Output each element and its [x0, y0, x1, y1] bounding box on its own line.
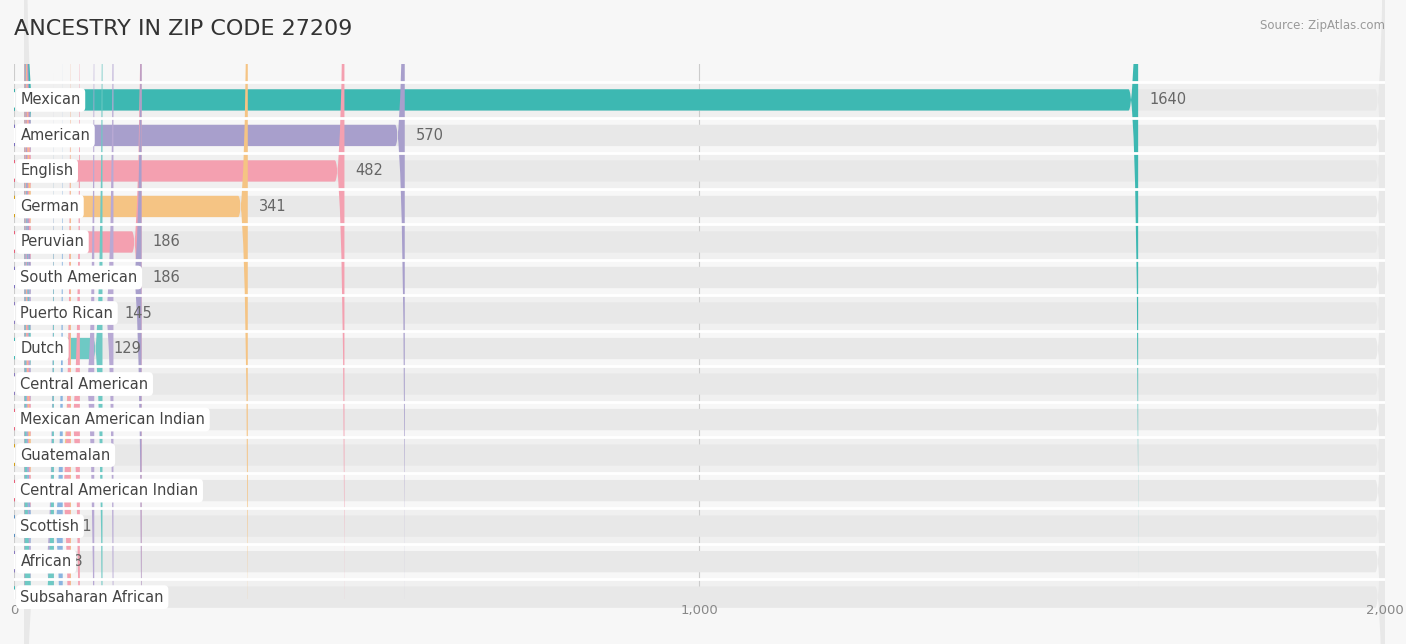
FancyBboxPatch shape: [25, 0, 1385, 644]
Text: 145: 145: [124, 305, 152, 321]
FancyBboxPatch shape: [25, 3, 1385, 644]
FancyBboxPatch shape: [25, 0, 1385, 623]
FancyBboxPatch shape: [25, 0, 405, 623]
FancyBboxPatch shape: [25, 3, 70, 644]
Text: 482: 482: [356, 164, 384, 178]
Text: Guatemalan: Guatemalan: [21, 448, 111, 462]
FancyBboxPatch shape: [25, 38, 1385, 644]
FancyBboxPatch shape: [25, 0, 1385, 644]
FancyBboxPatch shape: [14, 189, 1385, 224]
FancyBboxPatch shape: [25, 74, 1385, 644]
FancyBboxPatch shape: [25, 0, 1385, 644]
FancyBboxPatch shape: [25, 0, 1385, 644]
Text: German: German: [21, 199, 79, 214]
FancyBboxPatch shape: [25, 0, 142, 644]
Text: 186: 186: [152, 270, 180, 285]
Text: South American: South American: [21, 270, 138, 285]
FancyBboxPatch shape: [25, 0, 103, 644]
FancyBboxPatch shape: [25, 0, 142, 644]
Text: English: English: [21, 164, 73, 178]
FancyBboxPatch shape: [25, 0, 247, 644]
Text: 117: 117: [105, 377, 134, 392]
Text: Central American Indian: Central American Indian: [21, 483, 198, 498]
Text: 58: 58: [65, 590, 83, 605]
Text: 82: 82: [82, 483, 100, 498]
Text: American: American: [21, 128, 90, 143]
FancyBboxPatch shape: [14, 260, 1385, 295]
FancyBboxPatch shape: [25, 109, 53, 644]
Text: Dutch: Dutch: [21, 341, 65, 356]
FancyBboxPatch shape: [25, 0, 1139, 588]
FancyBboxPatch shape: [25, 74, 53, 644]
Text: 341: 341: [259, 199, 287, 214]
FancyBboxPatch shape: [14, 295, 1385, 331]
FancyBboxPatch shape: [14, 402, 1385, 437]
Text: Mexican: Mexican: [21, 93, 82, 108]
Text: Source: ZipAtlas.com: Source: ZipAtlas.com: [1260, 19, 1385, 32]
Text: African: African: [21, 554, 72, 569]
FancyBboxPatch shape: [14, 118, 1385, 153]
FancyBboxPatch shape: [25, 0, 1385, 588]
FancyBboxPatch shape: [14, 153, 1385, 189]
FancyBboxPatch shape: [25, 0, 1385, 644]
FancyBboxPatch shape: [14, 331, 1385, 366]
FancyBboxPatch shape: [25, 109, 1385, 644]
FancyBboxPatch shape: [25, 0, 114, 644]
FancyBboxPatch shape: [14, 224, 1385, 260]
FancyBboxPatch shape: [25, 0, 1385, 644]
FancyBboxPatch shape: [25, 38, 63, 644]
FancyBboxPatch shape: [14, 580, 1385, 615]
Text: Mexican American Indian: Mexican American Indian: [21, 412, 205, 427]
FancyBboxPatch shape: [25, 0, 344, 644]
Text: 96: 96: [91, 412, 110, 427]
FancyBboxPatch shape: [14, 473, 1385, 508]
Text: 83: 83: [82, 448, 100, 462]
FancyBboxPatch shape: [14, 366, 1385, 402]
FancyBboxPatch shape: [14, 544, 1385, 580]
FancyBboxPatch shape: [14, 82, 1385, 118]
FancyBboxPatch shape: [14, 437, 1385, 473]
Text: 186: 186: [152, 234, 180, 249]
FancyBboxPatch shape: [25, 0, 1385, 644]
Text: Central American: Central American: [21, 377, 149, 392]
Text: ANCESTRY IN ZIP CODE 27209: ANCESTRY IN ZIP CODE 27209: [14, 19, 353, 39]
Text: 71: 71: [73, 518, 93, 534]
Text: 1640: 1640: [1149, 93, 1187, 108]
FancyBboxPatch shape: [25, 0, 1385, 644]
FancyBboxPatch shape: [25, 0, 80, 644]
FancyBboxPatch shape: [14, 508, 1385, 544]
Text: Puerto Rican: Puerto Rican: [21, 305, 114, 321]
FancyBboxPatch shape: [25, 0, 70, 644]
Text: Scottish: Scottish: [21, 518, 80, 534]
FancyBboxPatch shape: [25, 0, 1385, 644]
Text: Subsaharan African: Subsaharan African: [21, 590, 165, 605]
Text: Peruvian: Peruvian: [21, 234, 84, 249]
Text: 570: 570: [416, 128, 444, 143]
Text: 129: 129: [114, 341, 142, 356]
FancyBboxPatch shape: [25, 0, 94, 644]
Text: 58: 58: [65, 554, 83, 569]
